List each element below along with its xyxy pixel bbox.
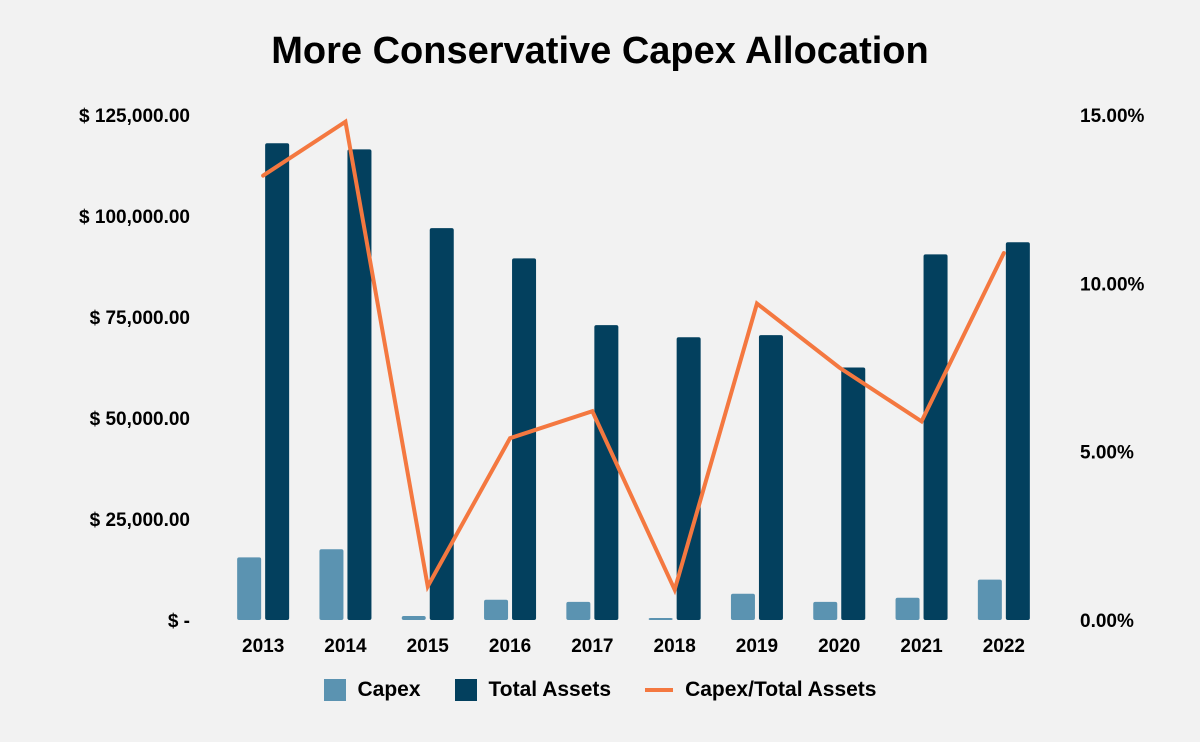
legend-item-ratio: Capex/Total Assets bbox=[645, 678, 876, 702]
bar-capex-2018 bbox=[648, 617, 673, 620]
bar-total-assets-2016 bbox=[512, 258, 537, 620]
bar-total-assets-2018 bbox=[676, 337, 701, 620]
bar-total-assets-2021 bbox=[923, 254, 948, 620]
bar-capex-2020 bbox=[813, 601, 838, 620]
legend: Capex Total Assets Capex/Total Assets bbox=[0, 678, 1200, 702]
legend-swatch-ratio bbox=[645, 688, 674, 692]
x-tick-label: 2021 bbox=[900, 636, 943, 657]
legend-item-total-assets: Total Assets bbox=[454, 678, 612, 702]
y-right-tick-label: 5.00% bbox=[1080, 443, 1134, 464]
legend-swatch-total-assets bbox=[454, 679, 477, 701]
bar-capex-2021 bbox=[895, 597, 920, 620]
y-left-tick-label: $ - bbox=[168, 611, 190, 632]
x-tick-label: 2015 bbox=[407, 636, 450, 657]
y-right-tick-label: 15.00% bbox=[1080, 106, 1145, 127]
x-tick-label: 2016 bbox=[489, 636, 531, 657]
x-tick-label: 2018 bbox=[654, 636, 696, 657]
bar-capex-2013 bbox=[237, 557, 262, 620]
x-tick-label: 2014 bbox=[324, 636, 367, 657]
y-right-tick-label: 0.00% bbox=[1080, 611, 1134, 632]
line-capex-total-assets bbox=[261, 118, 1006, 596]
legend-label-total-assets: Total Assets bbox=[488, 678, 612, 701]
x-tick-label: 2019 bbox=[736, 636, 778, 657]
bar-total-assets-2013 bbox=[265, 143, 290, 620]
bar-total-assets-2015 bbox=[429, 228, 454, 620]
bar-total-assets-2014 bbox=[347, 149, 372, 620]
y-left-tick-label: $ 100,000.00 bbox=[79, 207, 190, 228]
x-tick-label: 2020 bbox=[818, 636, 860, 657]
bar-total-assets-2020 bbox=[841, 367, 866, 620]
y-right-tick-label: 10.00% bbox=[1080, 274, 1145, 295]
x-tick-label: 2017 bbox=[571, 636, 613, 657]
bar-capex-2022 bbox=[977, 579, 1002, 620]
chart-title: More Conservative Capex Allocation bbox=[271, 30, 929, 72]
legend-label-ratio: Capex/Total Assets bbox=[685, 678, 877, 701]
x-tick-label: 2013 bbox=[242, 636, 284, 657]
x-tick-label: 2022 bbox=[983, 636, 1025, 657]
y-left-tick-label: $ 125,000.00 bbox=[79, 106, 190, 127]
bar-total-assets-2019 bbox=[758, 335, 783, 620]
bar-capex-2016 bbox=[484, 599, 509, 620]
bar-total-assets-2017 bbox=[594, 325, 619, 620]
y-left-tick-label: $ 75,000.00 bbox=[90, 308, 190, 329]
legend-label-capex: Capex bbox=[357, 678, 421, 701]
bar-capex-2014 bbox=[319, 549, 344, 620]
legend-item-capex: Capex bbox=[323, 678, 421, 702]
y-left-tick-label: $ 50,000.00 bbox=[90, 409, 190, 430]
bar-total-assets-2022 bbox=[1005, 242, 1030, 620]
bar-capex-2017 bbox=[566, 601, 591, 620]
bar-capex-2019 bbox=[730, 593, 755, 620]
y-left-tick-label: $ 25,000.00 bbox=[90, 510, 190, 531]
legend-swatch-capex bbox=[323, 679, 346, 701]
bar-capex-2015 bbox=[401, 615, 426, 620]
